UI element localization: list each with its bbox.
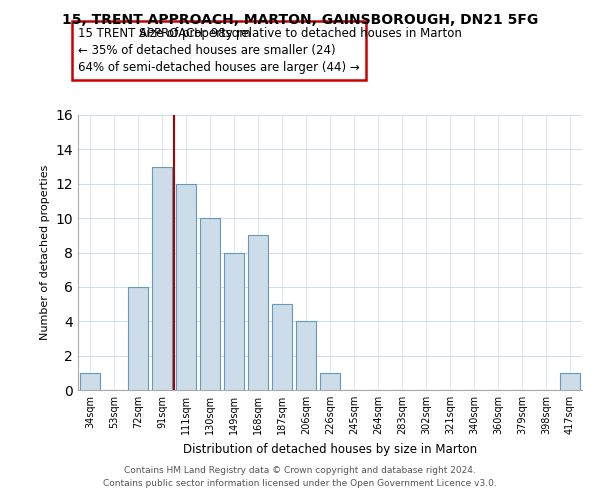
Bar — [560, 373, 580, 390]
Bar — [272, 304, 292, 390]
Text: 15, TRENT APPROACH, MARTON, GAINSBOROUGH, DN21 5FG: 15, TRENT APPROACH, MARTON, GAINSBOROUGH… — [62, 12, 538, 26]
Text: Contains HM Land Registry data © Crown copyright and database right 2024.
Contai: Contains HM Land Registry data © Crown c… — [103, 466, 497, 487]
Text: Size of property relative to detached houses in Marton: Size of property relative to detached ho… — [139, 28, 461, 40]
Bar — [128, 287, 148, 390]
Bar — [152, 166, 172, 390]
Bar — [224, 252, 244, 390]
Bar — [320, 373, 340, 390]
Text: 15 TRENT APPROACH: 98sqm
← 35% of detached houses are smaller (24)
64% of semi-d: 15 TRENT APPROACH: 98sqm ← 35% of detach… — [78, 27, 360, 74]
Bar — [80, 373, 100, 390]
Y-axis label: Number of detached properties: Number of detached properties — [40, 165, 50, 340]
Bar — [176, 184, 196, 390]
Bar — [200, 218, 220, 390]
Bar — [296, 322, 316, 390]
Bar — [248, 236, 268, 390]
X-axis label: Distribution of detached houses by size in Marton: Distribution of detached houses by size … — [183, 442, 477, 456]
